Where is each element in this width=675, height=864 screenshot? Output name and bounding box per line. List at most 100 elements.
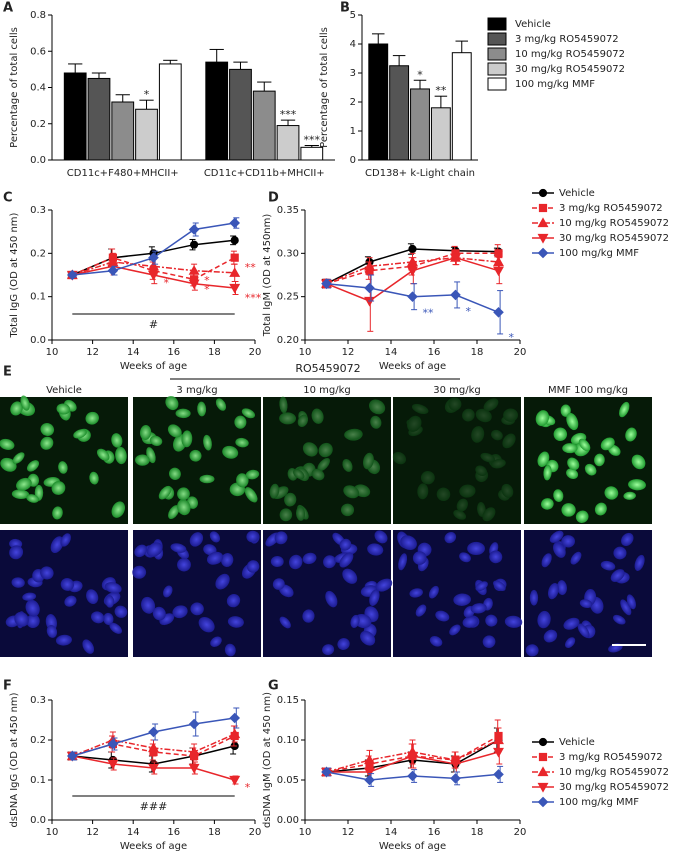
x-tick-label: 20 <box>249 347 262 358</box>
cell <box>46 625 58 638</box>
cell <box>279 508 293 522</box>
cell <box>415 604 427 617</box>
cell <box>311 468 325 481</box>
x-tick-label: 14 <box>127 347 140 358</box>
cell <box>163 585 173 598</box>
cell <box>429 636 443 647</box>
y-axis-label: dsDNA IgG (OD at 450 nm) <box>9 692 20 827</box>
cell <box>215 398 227 411</box>
significance: * <box>245 781 251 794</box>
cell <box>40 566 54 580</box>
significance: * <box>204 283 210 296</box>
cell <box>482 507 496 522</box>
cell <box>409 588 423 598</box>
cell <box>236 473 249 488</box>
cell <box>12 452 25 464</box>
y-tick-label: 0.3 <box>30 695 46 706</box>
cell <box>115 446 127 465</box>
marker <box>229 728 241 739</box>
cell <box>623 491 636 500</box>
cell <box>543 629 558 643</box>
cell <box>168 505 180 520</box>
cell <box>279 396 288 414</box>
y-tick-label: 0.20 <box>277 335 299 346</box>
cell <box>269 483 280 499</box>
cell <box>105 595 115 608</box>
cell <box>152 606 166 621</box>
cell <box>480 452 495 463</box>
marker <box>407 291 418 302</box>
y-tick-label: 0.0 <box>30 815 46 826</box>
y-tick-label: 0.2 <box>30 248 46 259</box>
bar <box>205 61 229 161</box>
cell <box>344 429 363 440</box>
cell <box>89 471 99 485</box>
cell <box>471 426 485 443</box>
x-tick-label: 16 <box>428 827 441 838</box>
y-tick-label: 2 <box>350 97 356 108</box>
cell <box>563 617 580 630</box>
y-axis-label: dsDNA IgM (OD at 450 nm) <box>262 692 273 828</box>
cell <box>0 457 17 472</box>
cell <box>91 611 105 624</box>
cell <box>172 605 188 619</box>
cell <box>246 530 259 543</box>
x-tick-label: 20 <box>249 827 262 838</box>
marker <box>229 775 241 786</box>
cell <box>549 530 564 543</box>
cell <box>470 603 487 614</box>
cell <box>206 551 224 565</box>
y-tick-label: 0.2 <box>30 735 46 746</box>
cell <box>323 555 336 569</box>
cell <box>339 538 352 551</box>
cell <box>459 484 476 498</box>
cell <box>594 502 607 516</box>
y-tick-label: 0.6 <box>30 46 46 57</box>
cells <box>535 401 646 523</box>
cell <box>226 593 241 608</box>
marker <box>229 267 241 277</box>
cell <box>467 541 485 556</box>
significance: ** <box>435 84 447 97</box>
marker <box>450 289 461 301</box>
cell <box>51 481 66 495</box>
legend-swatch <box>487 62 507 76</box>
marker <box>148 270 159 281</box>
cell <box>631 454 646 470</box>
cell <box>340 503 355 517</box>
cell <box>398 553 408 571</box>
cell <box>619 401 630 418</box>
cell <box>540 498 554 510</box>
cell <box>475 581 488 592</box>
marker <box>364 774 375 786</box>
marker <box>188 265 200 275</box>
cell <box>73 429 87 439</box>
cell <box>85 411 99 425</box>
cell <box>604 486 619 500</box>
significance: * <box>509 331 515 344</box>
cell <box>293 469 305 480</box>
cell <box>613 546 627 560</box>
cell <box>302 552 317 565</box>
cell <box>553 542 566 558</box>
cell <box>55 634 72 646</box>
cell <box>462 408 475 422</box>
x-tick-label: 10 <box>299 827 312 838</box>
cell <box>579 599 593 609</box>
x-tick-label: 18 <box>471 827 484 838</box>
legend-label: 10 mg/kg RO5459072 <box>515 49 625 60</box>
cell <box>566 468 579 480</box>
cell <box>111 501 126 518</box>
cell <box>529 589 539 606</box>
cell <box>302 442 318 457</box>
x-tick-label: 12 <box>86 827 99 838</box>
cell <box>537 610 551 629</box>
x-tick-label: 10 <box>46 827 59 838</box>
bracket-label: # <box>149 318 158 331</box>
cell <box>459 552 471 563</box>
marker <box>230 253 239 262</box>
cell <box>482 635 496 648</box>
cell <box>565 637 576 649</box>
marker <box>538 188 548 198</box>
cell <box>412 551 427 565</box>
